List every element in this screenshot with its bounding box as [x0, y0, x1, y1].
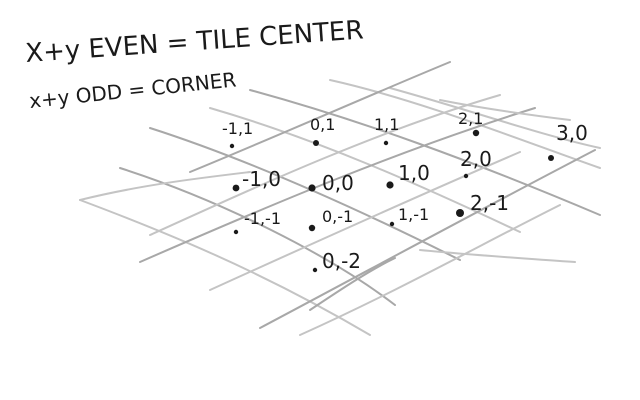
grid-line: [439, 99, 571, 121]
grid-line: [209, 107, 521, 233]
grid-line: [79, 199, 371, 336]
grid-line: [189, 61, 451, 173]
point-label: 2,0: [460, 147, 492, 171]
point-dot: [308, 184, 316, 192]
grid-line: [329, 79, 601, 169]
point-label: -1,-1: [244, 209, 281, 228]
point-label: 0,-2: [322, 249, 361, 273]
grid-line: [249, 89, 601, 216]
point-label: 0,0: [322, 171, 354, 195]
point-label: 1,-1: [398, 205, 429, 224]
grid-line: [309, 257, 396, 311]
point-dot: [548, 155, 554, 161]
point-dot: [232, 184, 240, 192]
point-label: 1,0: [398, 161, 430, 185]
grid-line: [149, 94, 501, 236]
grid-lines-down-right: [79, 79, 601, 336]
grid-line: [419, 249, 576, 263]
point-label: 3,0: [556, 121, 588, 145]
note-even-center: X+y EVEN = TILE CENTER: [24, 15, 364, 69]
point-dot: [386, 181, 394, 189]
grid-line: [259, 149, 596, 329]
grid-line: [209, 151, 521, 291]
point-dot: [312, 267, 318, 273]
point-dot: [313, 140, 319, 146]
note-odd-corner: x+y ODD = CORNER: [28, 67, 237, 113]
point-dot: [233, 229, 239, 235]
point-label: 0,1: [310, 115, 335, 134]
point-label: -1,0: [242, 167, 281, 191]
grid-line: [389, 87, 601, 149]
grid-line: [139, 107, 536, 263]
point-dot: [389, 221, 395, 227]
grid-lines-extra: [79, 99, 576, 263]
point-dot: [463, 173, 469, 179]
grid-lines-up-right: [139, 61, 596, 336]
point-label: -1,1: [222, 119, 253, 138]
point-dot: [383, 140, 389, 146]
point-dot: [229, 143, 235, 149]
point-label: 1,1: [374, 115, 399, 134]
coordinate-points: -1,1 0,1 1,1 2,1 3,0 -1,0 0,0 1,0 2,0 -1…: [222, 109, 588, 273]
grid-line: [299, 204, 561, 336]
grid-line: [119, 167, 396, 306]
point-label: 2,-1: [470, 191, 509, 215]
point-dot: [472, 129, 480, 137]
point-label: 0,-1: [322, 207, 353, 226]
grid-line: [149, 127, 461, 261]
grid-line: [79, 171, 251, 201]
point-dot: [456, 209, 464, 217]
point-dot: [308, 224, 316, 232]
point-label: 2,1: [458, 109, 483, 128]
